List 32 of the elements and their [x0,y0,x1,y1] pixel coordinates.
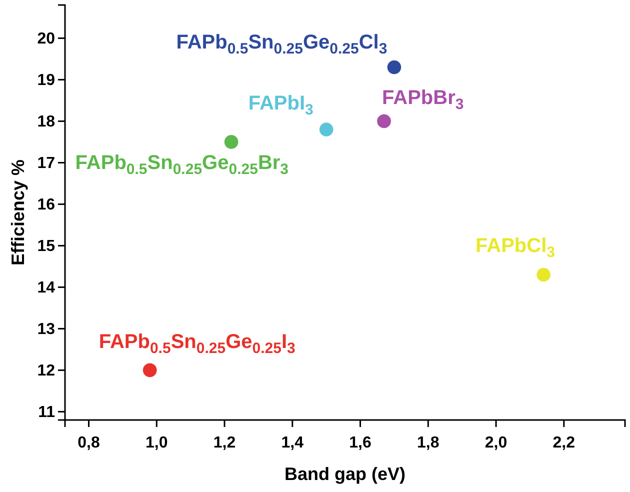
y-tick-label: 17 [37,154,56,172]
text: FAPb$_{0.5}$Sn$_{0.25}$Ge$_{0.25}$Br$_{3}$ [75,152,289,178]
y-tick-label: 20 [37,30,56,48]
x-tick-label: 1,2 [213,434,236,452]
x-axis-title: Band gap (eV) [284,464,406,484]
point [387,60,402,74]
point [536,268,550,282]
y-tick-label: 11 [38,404,56,421]
x-tick-label: 1,4 [281,434,304,452]
point [377,114,391,128]
series-label: FAPb$_{0.5}$Sn$_{0.25}$Ge$_{0.25}$Cl$_{3}$ [176,31,388,57]
y-tick-label: 16 [37,196,56,214]
y-tick-label: 13 [37,320,56,338]
x-tick-label: 2,2 [552,434,576,452]
x-tick-label: 1,6 [349,434,372,452]
point [319,122,334,136]
y-axis-title: Efficiency % [8,159,28,266]
series-label: FAPbI$_{3}$ [248,92,314,118]
x-tick-label: 1,8 [417,434,440,452]
series-label: FAPbBr$_{3}$ [382,87,464,113]
y-tick-label: 14 [37,279,56,296]
series-label: FAPbCl$_{3}$ [476,234,556,260]
y-tick-label: 12 [37,362,56,380]
x-tick-label: 2,0 [484,434,508,452]
x-tick-label: 1,0 [146,434,168,452]
y-tick-label: 15 [37,238,56,255]
text: FAPb$_{0.5}$Sn$_{0.25}$Ge$_{0.25}$I$_{3}$ [98,331,296,357]
point [142,363,157,378]
x-tick-label: 0,8 [78,434,100,452]
y-tick-label: 18 [37,113,56,130]
point [224,135,238,149]
y-tick-label: 19 [37,72,56,89]
